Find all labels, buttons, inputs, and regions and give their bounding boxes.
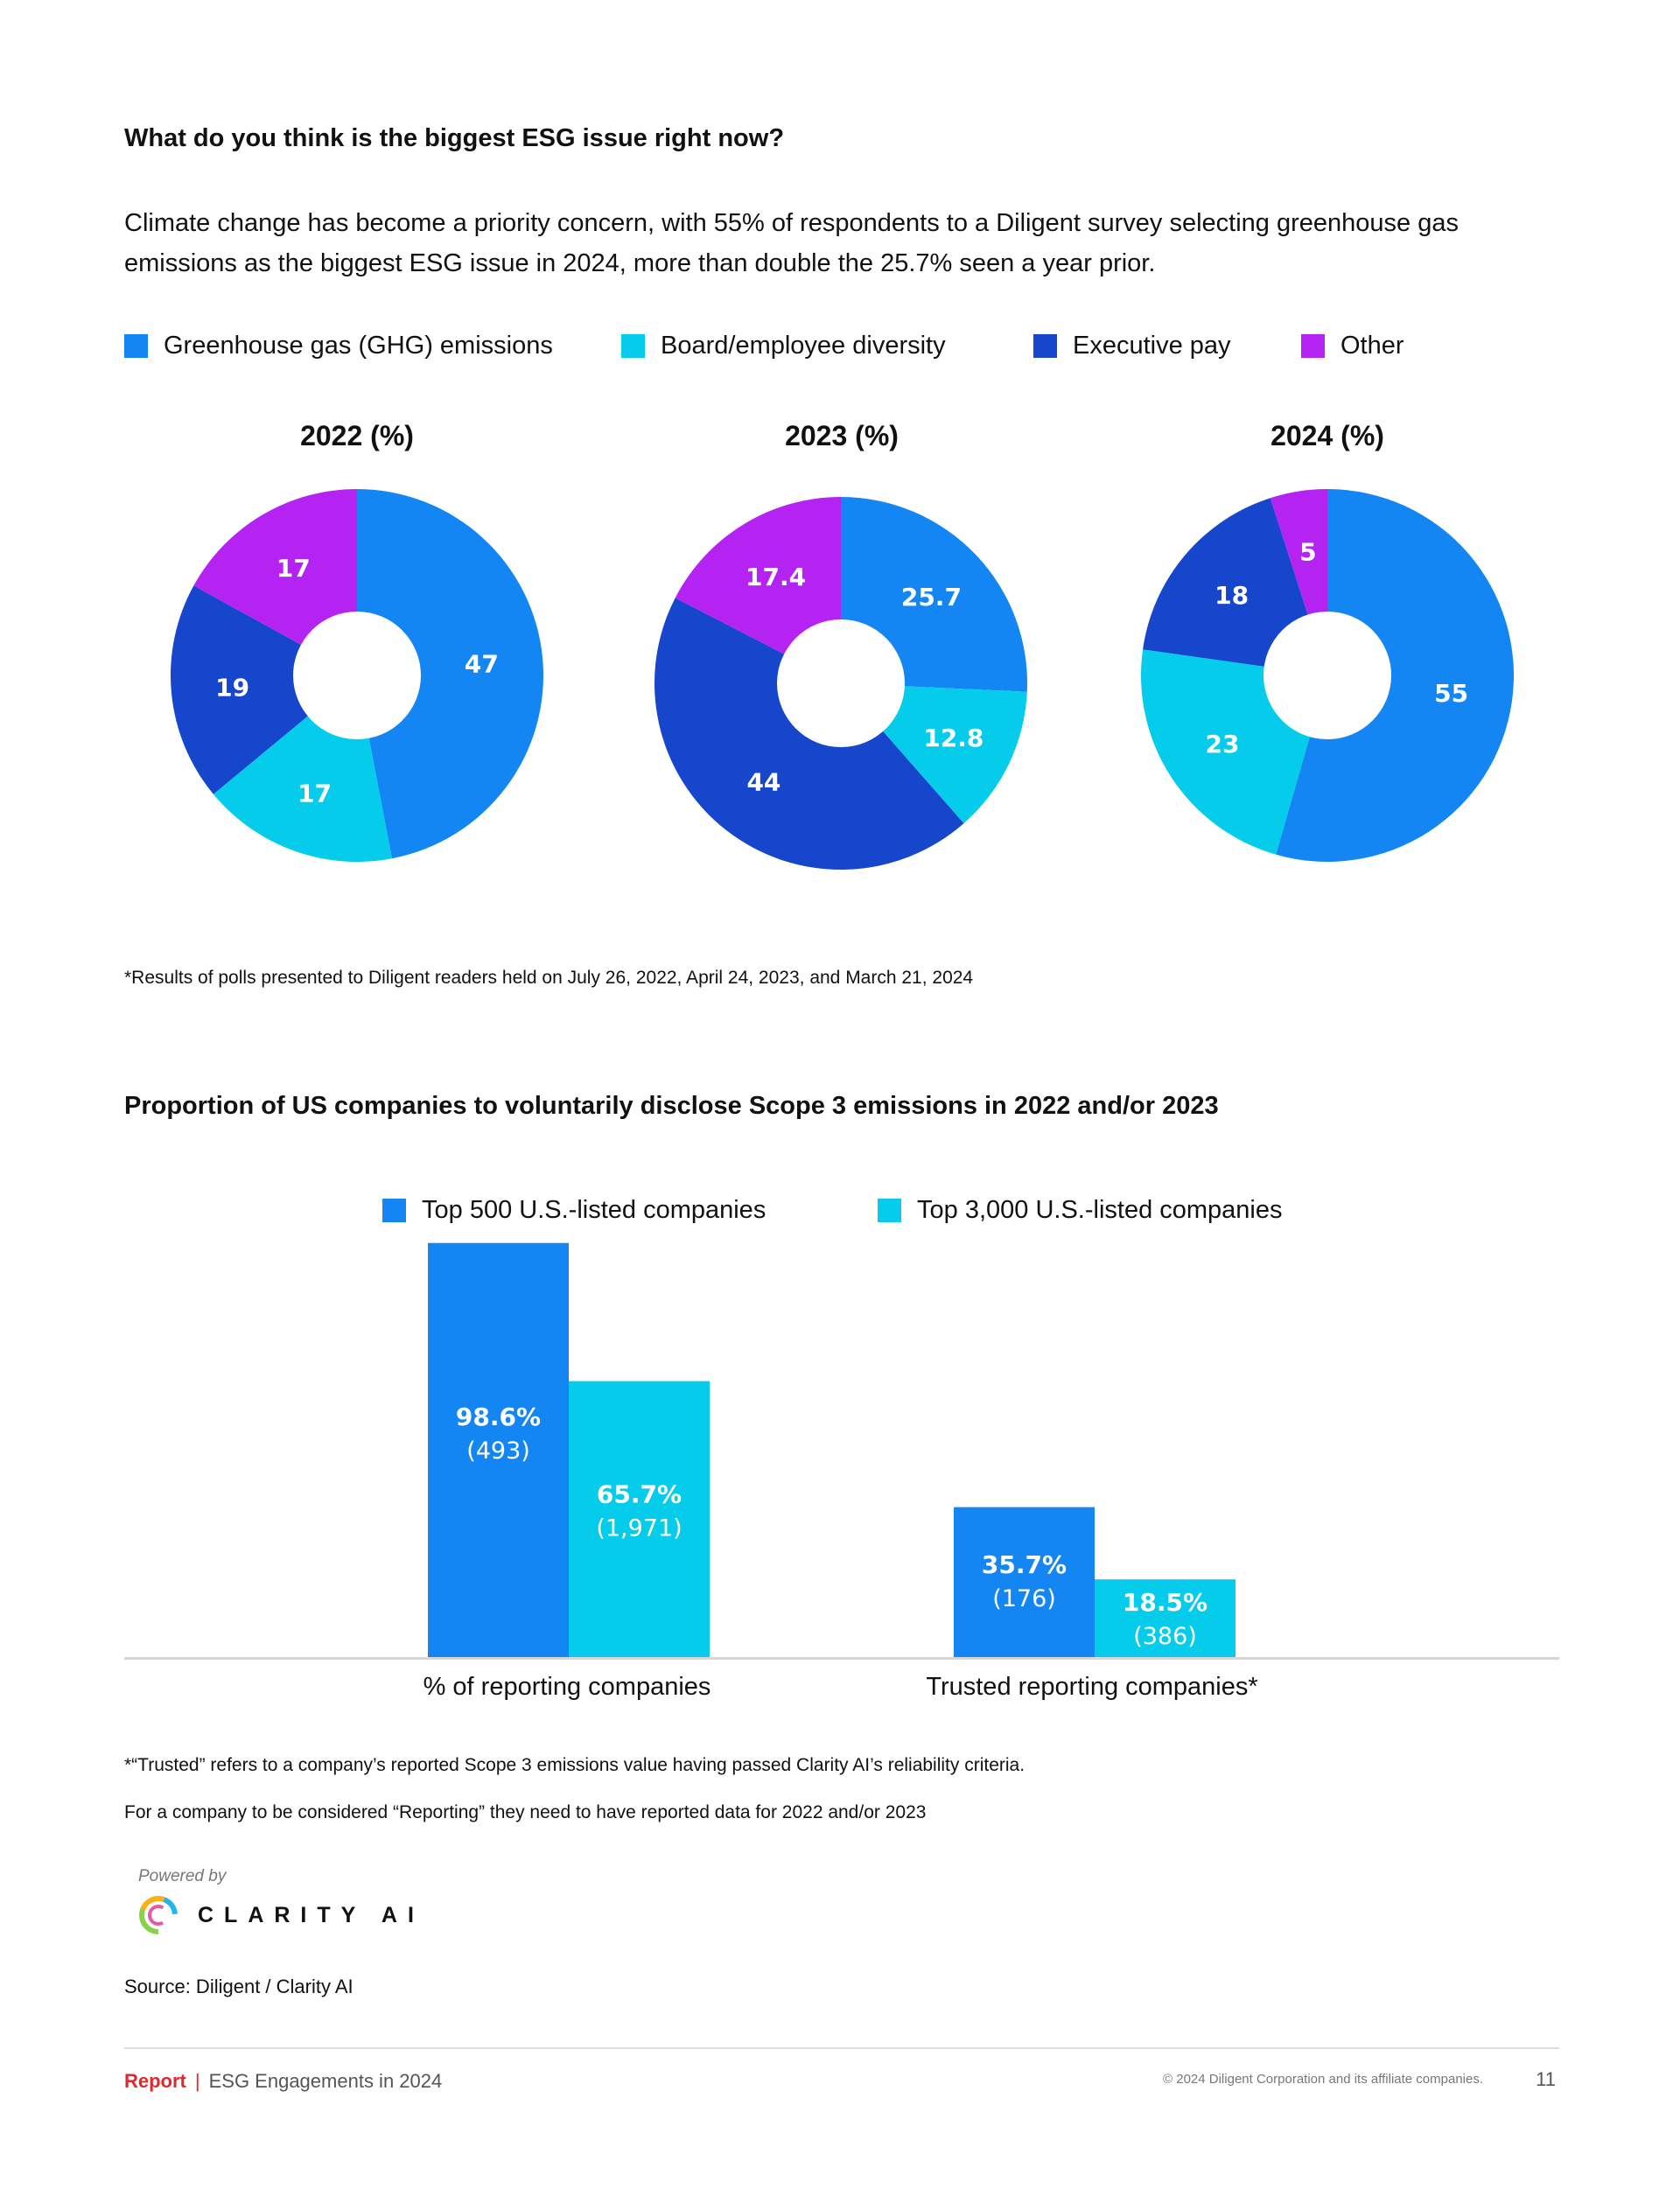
donut-charts: 47 17 19 17 25.7 12.8 44 17.4 55 23 18 5 — [171, 489, 1515, 871]
bar-chart: 98.6% (493) 35.7% (176) 65.7% (1,971) 18.5% (38… — [124, 1242, 1559, 1660]
pie-2-label-1: 23 — [1206, 730, 1240, 759]
bar-series1-cat0 — [569, 1381, 710, 1657]
pie-title-2022: 2022 (%) — [300, 420, 414, 451]
legend-swatch-top3000 — [878, 1199, 901, 1222]
pie-1-label-0: 25.7 — [901, 583, 962, 612]
legend-item-exec-pay: Executive pay — [1033, 332, 1231, 360]
pie-0-label-0: 47 — [465, 650, 499, 679]
footer-doc-title: ESG Engagements in 2024 — [208, 2070, 443, 2092]
section-title-esg-issue: What do you think is the biggest ESG iss… — [124, 124, 785, 152]
source-text: Source: Diligent / Clarity AI — [124, 1976, 354, 1997]
legend-label-ghg: Greenhouse gas (GHG) emissions — [164, 332, 553, 360]
section-title-scope3: Proportion of US companies to voluntaril… — [124, 1092, 1219, 1120]
pie-2-label-3: 5 — [1299, 538, 1316, 567]
legend-item-top500: Top 500 U.S.-listed companies — [382, 1196, 766, 1225]
legend-item-diversity: Board/employee diversity — [621, 332, 946, 360]
legend-label-diversity: Board/employee diversity — [661, 332, 946, 360]
legend-item-other: Other — [1301, 332, 1404, 360]
x-axis-line — [124, 1657, 1559, 1660]
pie-2-label-0: 55 — [1434, 679, 1468, 708]
legend-item-ghg: Greenhouse gas (GHG) emissions — [124, 332, 553, 360]
legend-label-other: Other — [1340, 332, 1404, 360]
footer-report: Report — [124, 2070, 186, 2092]
bar-value-label-series0-cat1: 35.7% — [982, 1550, 1067, 1579]
footer-copyright: © 2024 Diligent Corporation and its affi… — [1163, 2072, 1483, 2087]
bar-value-label-series1-cat1: 18.5% — [1123, 1588, 1208, 1617]
bar-series1-cat1 — [1095, 1579, 1236, 1657]
trusted-note: *“Trusted” refers to a company’s reporte… — [124, 1755, 1026, 1775]
pie-2-slice-0 — [1276, 489, 1515, 863]
footer-separator: | — [194, 2070, 200, 2092]
pie-0-slice-0 — [357, 489, 543, 859]
legend-swatch-ghg — [124, 334, 148, 358]
pie-0-label-1: 17 — [298, 780, 332, 808]
clarity-ai-logo: CLARITY AI — [138, 1895, 424, 1935]
footer-report-label: Report | ESG Engagements in 2024 — [124, 2070, 442, 2093]
pie-2-label-2: 18 — [1214, 581, 1249, 610]
pie-1-label-2: 44 — [746, 768, 780, 797]
pie-0-label-2: 19 — [215, 673, 249, 702]
bar-count-label-series0-cat1: (176) — [992, 1585, 1056, 1612]
x-label-trusted: Trusted reporting companies* — [926, 1673, 1258, 1701]
pie-2-hole — [1264, 612, 1391, 739]
page-number: 11 — [1536, 2068, 1556, 2090]
bar-count-label-series1-cat1: (386) — [1133, 1623, 1197, 1650]
bar-series0-cat1 — [954, 1507, 1095, 1657]
pie-1-hole — [777, 619, 905, 747]
legend-label-top500: Top 500 U.S.-listed companies — [422, 1196, 766, 1224]
x-label-reporting: % of reporting companies — [423, 1673, 711, 1701]
bar-value-label-series1-cat0: 65.7% — [597, 1479, 682, 1508]
bar-count-label-series1-cat0: (1,971) — [596, 1514, 682, 1542]
bar-series0-cat0 — [428, 1242, 569, 1657]
clarity-logo-text: CLARITY AI — [198, 1902, 424, 1927]
pie-title-2024: 2024 (%) — [1270, 420, 1384, 451]
pie-1-label-1: 12.8 — [923, 724, 984, 752]
legend-swatch-diversity — [621, 334, 645, 358]
legend-label-top3000: Top 3,000 U.S.-listed companies — [917, 1196, 1283, 1224]
footer-divider — [124, 2047, 1559, 2049]
legend-swatch-top500 — [382, 1199, 406, 1222]
pie-2-slice-2 — [1143, 498, 1327, 675]
pie-footnote: *Results of polls presented to Diligent … — [124, 968, 974, 988]
pie-0-hole — [293, 612, 421, 739]
pie-title-2023: 2023 (%) — [785, 420, 899, 451]
legend-label-exec-pay: Executive pay — [1073, 332, 1231, 360]
intro-paragraph: Climate change has become a priority con… — [124, 209, 1459, 277]
clarity-logo-icon — [139, 1896, 178, 1934]
legend-swatch-exec-pay — [1033, 334, 1057, 358]
reporting-note: For a company to be considered “Reportin… — [124, 1802, 927, 1822]
legend-swatch-other — [1301, 334, 1325, 358]
pie-0-slice-2 — [171, 585, 357, 794]
pie-0-label-3: 17 — [276, 554, 311, 583]
bar-value-label-series0-cat0: 98.6% — [456, 1402, 541, 1431]
pie-1-label-3: 17.4 — [746, 563, 806, 591]
legend-item-top3000: Top 3,000 U.S.-listed companies — [878, 1196, 1283, 1225]
powered-by-text: Powered by — [138, 1867, 227, 1885]
bar-count-label-series0-cat0: (493) — [466, 1437, 530, 1465]
